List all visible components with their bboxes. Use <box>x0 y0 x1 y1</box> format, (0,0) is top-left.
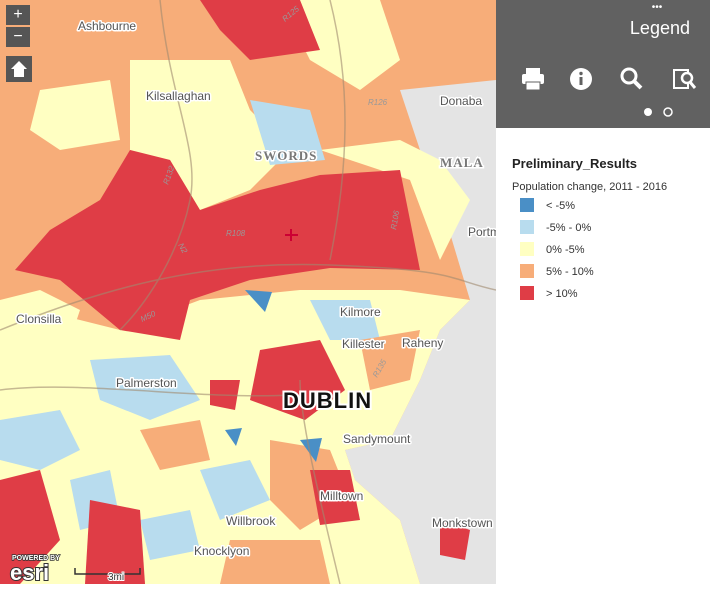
panel-title: Legend <box>630 18 690 38</box>
legend-swatch <box>520 198 534 212</box>
area <box>320 140 470 260</box>
area <box>85 500 145 584</box>
area <box>310 300 380 340</box>
place-label: Sandymount <box>343 432 411 446</box>
area <box>440 520 470 560</box>
place-label: Clonsilla <box>16 312 62 326</box>
legend-label: -5% - 0% <box>546 222 591 234</box>
place-label: Willbrook <box>226 514 276 528</box>
city-label: DUBLIN <box>283 388 372 413</box>
road-label: R108 <box>226 229 246 238</box>
print-button[interactable] <box>522 68 544 91</box>
legend-label: 0% -5% <box>546 244 585 256</box>
area <box>200 0 320 60</box>
legend-swatch <box>520 220 534 234</box>
place-label: Killester <box>342 337 385 351</box>
place-label: Portm <box>468 225 496 239</box>
place-label: Kilmore <box>340 305 381 319</box>
info-button[interactable] <box>570 68 592 90</box>
place-label: Donaba <box>440 94 482 108</box>
area <box>15 150 420 340</box>
place-label: Raheny <box>402 336 443 350</box>
more-button[interactable]: ••• <box>652 2 663 13</box>
road-label: R126 <box>368 98 388 107</box>
legend-label: < -5% <box>546 200 575 212</box>
page-dot[interactable] <box>644 108 652 116</box>
area <box>250 100 325 165</box>
area <box>360 330 420 390</box>
scale-label: 3mi <box>108 572 124 583</box>
road-label: R106 <box>389 209 401 230</box>
zoom-in[interactable]: + <box>6 5 30 25</box>
legend-canvas: ••• Legend Preliminary_Results Populatio… <box>496 0 710 300</box>
area <box>280 0 400 90</box>
area <box>220 540 330 584</box>
area <box>225 428 242 446</box>
area <box>0 470 60 584</box>
area <box>90 355 200 420</box>
area <box>130 60 290 210</box>
toolbar <box>522 67 697 91</box>
place-label: Milltown <box>320 489 363 503</box>
area <box>140 510 200 560</box>
layer-name: Preliminary_Results <box>512 156 637 171</box>
map-canvas: Ashbourne Kilsallaghan SWORDS MALA Donab… <box>0 0 496 584</box>
place-label: Ashbourne <box>78 19 136 33</box>
area <box>200 460 270 520</box>
place-label: Palmerston <box>116 376 177 390</box>
attribution: POWERED BY <box>12 555 60 562</box>
map[interactable]: Ashbourne Kilsallaghan SWORDS MALA Donab… <box>0 0 496 584</box>
area <box>30 80 120 150</box>
search-button[interactable] <box>620 67 643 90</box>
page-dot[interactable] <box>663 107 673 117</box>
area <box>245 290 272 312</box>
area <box>0 410 80 470</box>
panel-header <box>496 0 710 128</box>
legend-label: > 10% <box>546 288 578 300</box>
area <box>0 290 80 380</box>
place-label: Monkstown <box>432 516 493 530</box>
home-icon <box>11 61 27 77</box>
query-button[interactable] <box>673 69 697 89</box>
place-label: SWORDS <box>255 148 317 163</box>
place-label: Kilsallaghan <box>146 89 211 103</box>
esri-logo[interactable]: esri <box>9 559 50 584</box>
place-label: MALA <box>440 155 484 170</box>
legend-panel: ••• Legend Preliminary_Results Populatio… <box>496 0 710 584</box>
scale-bar <box>74 568 141 575</box>
airport <box>285 229 298 241</box>
place-label: Knocklyon <box>194 544 249 558</box>
legend-swatch <box>520 242 534 256</box>
field-name: Population change, 2011 - 2016 <box>512 181 667 193</box>
area <box>250 340 345 420</box>
area <box>140 420 210 470</box>
roads <box>0 0 496 584</box>
legend-label: 5% - 10% <box>546 266 594 278</box>
home-button[interactable] <box>6 56 32 82</box>
area <box>300 438 322 462</box>
zoom-out[interactable]: − <box>6 27 30 47</box>
legend-swatch <box>520 264 534 278</box>
legend-swatch <box>520 286 534 300</box>
